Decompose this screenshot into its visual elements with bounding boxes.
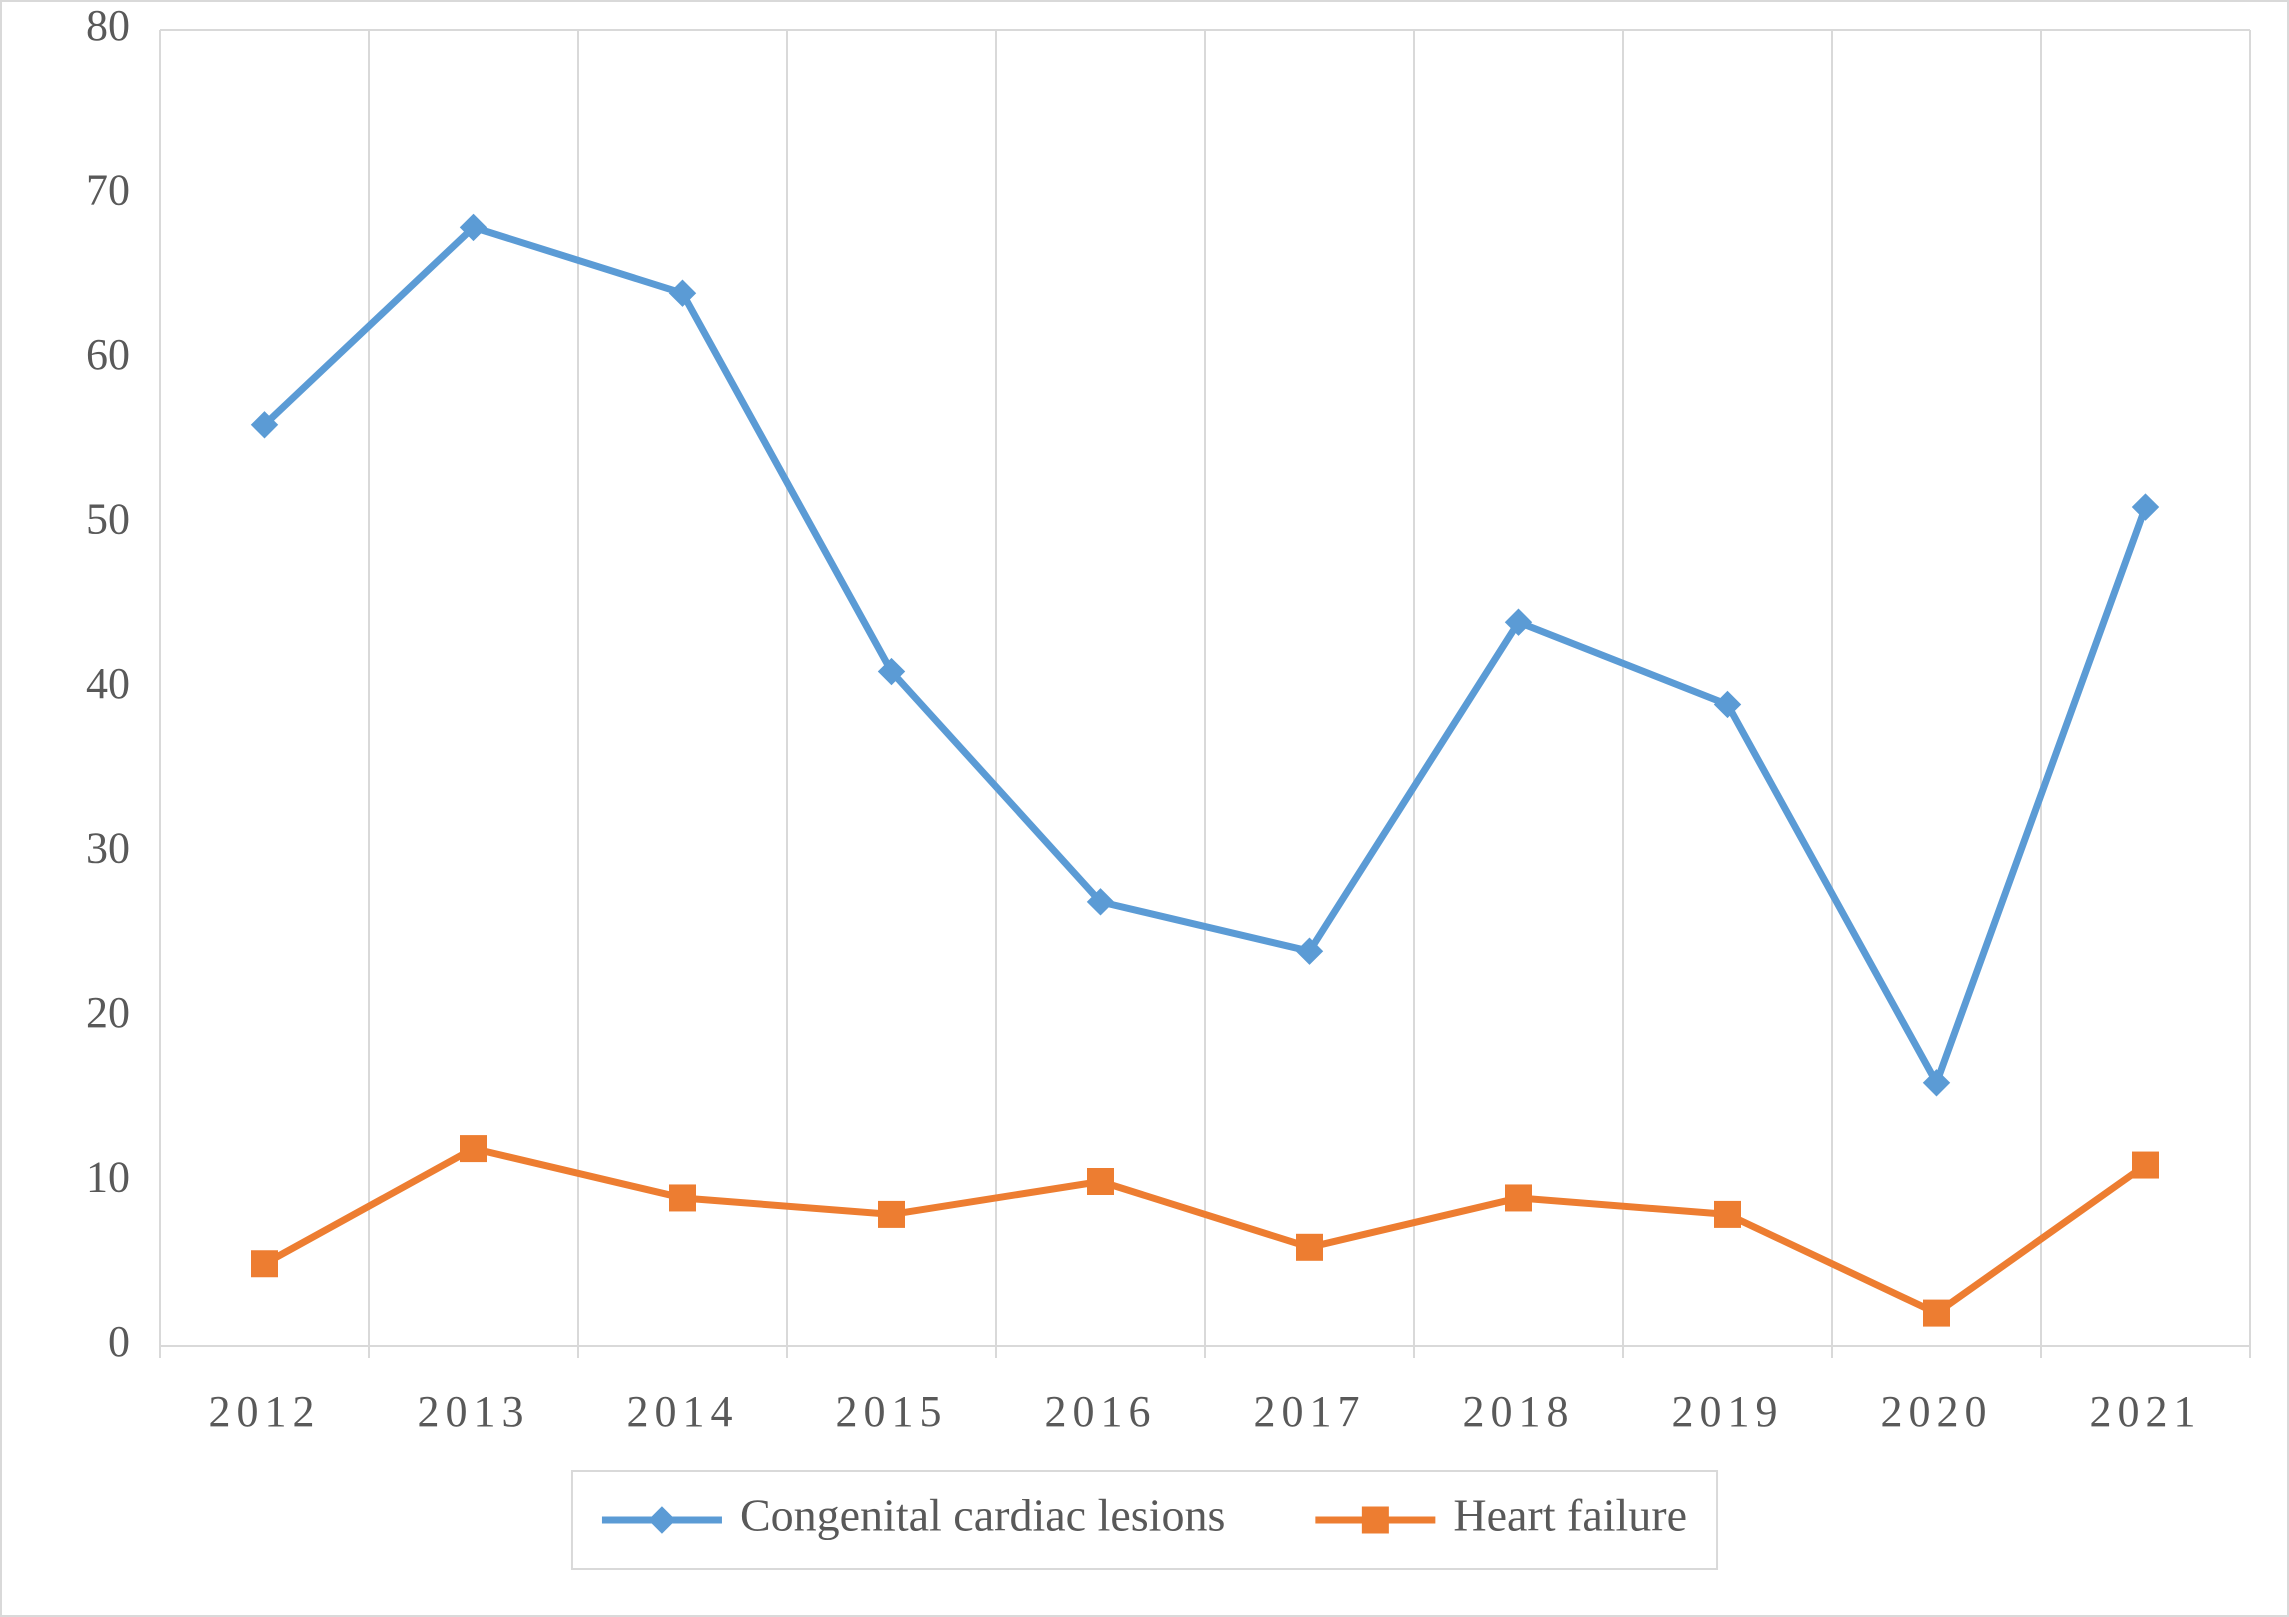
chart-svg: 0 10 20 30 40 50 60 70 80 2012 2013 2014 2015 2016 201… [0,0,2289,1617]
x-tick-label: 2015 [836,1387,948,1436]
x-tick-label: 2021 [2090,1387,2202,1436]
y-tick-label: 20 [86,988,130,1037]
y-tick-label: 60 [86,330,130,379]
y-tick-label: 10 [86,1153,130,1202]
y-tick-label: 80 [86,1,130,50]
y-tick-label: 0 [108,1317,130,1366]
marker-square [461,1136,487,1162]
legend-label: Congenital cardiac lesions [740,1490,1225,1541]
x-tick-label: 2016 [1045,1387,1157,1436]
marker-square [1362,1507,1388,1533]
y-tick-label: 50 [86,495,130,544]
marker-square [1088,1169,1114,1195]
legend-label: Heart failure [1453,1490,1687,1541]
chart-outer-border [1,1,2288,1616]
marker-square [879,1201,905,1227]
legend: Congenital cardiac lesions Heart failure [572,1471,1717,1569]
marker-square [252,1251,278,1277]
x-tick-label: 2019 [1672,1387,1784,1436]
x-tick-label: 2014 [627,1387,739,1436]
x-tick-label: 2020 [1881,1387,1993,1436]
x-tick-label: 2018 [1463,1387,1575,1436]
marker-square [2133,1152,2159,1178]
x-tick-label: 2017 [1254,1387,1366,1436]
marker-square [1715,1201,1741,1227]
marker-square [670,1185,696,1211]
x-tick-label: 2012 [209,1387,321,1436]
y-tick-label: 30 [86,824,130,873]
line-chart: 0 10 20 30 40 50 60 70 80 2012 2013 2014 2015 2016 201… [0,0,2289,1617]
x-tick-label: 2013 [418,1387,530,1436]
marker-square [1924,1300,1950,1326]
marker-square [1297,1234,1323,1260]
y-tick-label: 70 [86,166,130,215]
y-tick-label: 40 [86,659,130,708]
marker-square [1506,1185,1532,1211]
